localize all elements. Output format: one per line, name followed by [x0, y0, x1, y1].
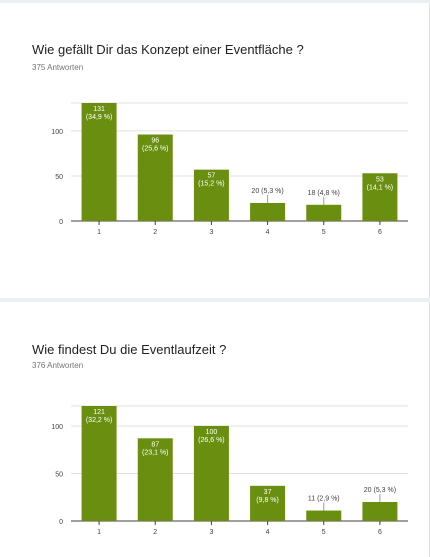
data-sublabel: (25,6 %): [142, 146, 168, 153]
x-tick-label: 1: [97, 229, 101, 236]
data-sublabel: (14,1 %): [367, 184, 393, 191]
x-tick-label: 6: [378, 529, 382, 536]
bar: [193, 425, 229, 521]
x-tick-label: 3: [209, 529, 213, 536]
data-label: 37: [264, 489, 272, 496]
data-label: 20 (5,3 %): [251, 188, 283, 195]
data-label: 18 (4,8 %): [308, 190, 340, 197]
response-count: 376 Antworten: [32, 361, 84, 370]
bar: [362, 173, 398, 221]
question-card-2: Wie findest Du die Eventlaufzeit ? 376 A…: [0, 302, 430, 557]
bar: [306, 204, 342, 221]
data-label: 11 (2,9 %): [308, 496, 340, 503]
data-sublabel: (9,8 %): [256, 497, 279, 504]
bar: [137, 134, 173, 221]
bar-chart-1: 0 50 100 131(34,9 %) 1 96(25,6 %) 2 57(15,2 %) 3…: [51, 102, 408, 236]
x-tick-label: 2: [153, 229, 157, 236]
data-label: 131: [93, 106, 105, 113]
data-label: 57: [208, 173, 216, 180]
data-sublabel: (15,2 %): [198, 181, 224, 188]
y-tick-label: 100: [51, 129, 63, 136]
x-tick-label: 4: [266, 229, 270, 236]
y-tick-label: 0: [59, 519, 63, 526]
data-sublabel: (32,2 %): [86, 417, 112, 424]
bar: [193, 169, 229, 221]
bar: [81, 406, 117, 521]
question-title: Wie gefällt Dir das Konzept einer Eventf…: [32, 42, 304, 57]
data-label: 96: [151, 138, 159, 145]
bar: [81, 103, 117, 221]
bar: [250, 485, 286, 521]
x-tick-label: 5: [322, 529, 326, 536]
x-tick-label: 2: [153, 529, 157, 536]
y-tick-label: 100: [51, 424, 63, 431]
x-tick-label: 4: [266, 529, 270, 536]
data-label: 20 (5,3 %): [364, 487, 396, 494]
x-tick-label: 6: [378, 229, 382, 236]
x-tick-label: 3: [209, 229, 213, 236]
bar: [137, 438, 173, 521]
data-label: 100: [206, 429, 218, 436]
response-count: 375 Antworten: [32, 63, 84, 72]
data-sublabel: (34,9 %): [86, 114, 112, 121]
y-tick-label: 50: [55, 471, 63, 478]
data-label: 87: [151, 441, 159, 448]
x-tick-label: 5: [322, 229, 326, 236]
bar: [362, 501, 398, 521]
y-tick-label: 50: [55, 174, 63, 181]
y-tick-label: 0: [59, 219, 63, 226]
bar: [306, 510, 342, 521]
data-sublabel: (23,1 %): [142, 449, 168, 456]
bar: [250, 202, 286, 221]
question-title: Wie findest Du die Eventlaufzeit ?: [32, 342, 227, 357]
data-label: 121: [93, 409, 105, 416]
question-card-1: Wie gefällt Dir das Konzept einer Eventf…: [0, 3, 430, 298]
data-label: 53: [376, 176, 384, 183]
data-sublabel: (26,6 %): [198, 437, 224, 444]
x-tick-label: 1: [97, 529, 101, 536]
